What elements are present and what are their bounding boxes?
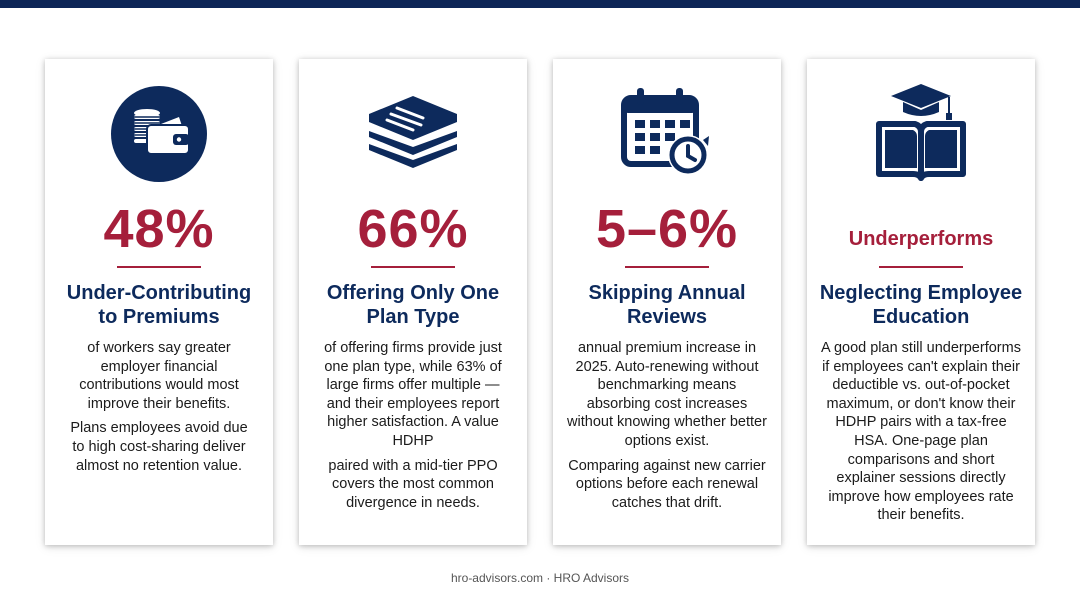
coins-wallet-icon bbox=[111, 86, 207, 182]
stat-value: Underperforms bbox=[848, 228, 994, 250]
divider bbox=[117, 266, 201, 268]
body-paragraph: annual premium increase in 2025. Auto-re… bbox=[567, 340, 767, 449]
card-one-plan-type: 66% Offering Only One Plan Type of offer… bbox=[299, 59, 527, 545]
body-paragraph: Plans employees avoid due to high cost-s… bbox=[70, 420, 248, 474]
divider bbox=[625, 266, 709, 268]
card-body: A good plan still underperforms if emplo… bbox=[817, 339, 1025, 531]
stat-value: 5–6% bbox=[595, 199, 739, 259]
card-title: Offering Only One Plan Type bbox=[326, 282, 500, 328]
body-paragraph: of offering firms provide just one plan … bbox=[324, 340, 502, 449]
stat-value: 48% bbox=[103, 199, 215, 259]
card-employee-education: Underperforms Neglecting Employee Educat… bbox=[807, 59, 1035, 545]
footer-source: hro-advisors.com · HRO Advisors bbox=[450, 571, 630, 585]
card-title: Under-Contributing to Premiums bbox=[66, 282, 252, 328]
body-paragraph: A good plan still underperforms if emplo… bbox=[821, 340, 1021, 524]
card-under-contributing: 48% Under-Contributing to Premiums of wo… bbox=[45, 59, 273, 545]
divider bbox=[371, 266, 455, 268]
calendar-clock-icon bbox=[621, 88, 709, 175]
icon-container bbox=[299, 84, 527, 184]
card-annual-reviews: 5–6% Skipping Annual Reviews annual prem… bbox=[553, 59, 781, 545]
card-title: Neglecting Employee Education bbox=[819, 282, 1023, 328]
icon-container bbox=[553, 84, 781, 184]
graduation-book-icon bbox=[876, 84, 966, 181]
card-body: of offering firms provide just one plan … bbox=[315, 339, 511, 518]
stat-value: 66% bbox=[357, 199, 469, 259]
card-body: of workers say greater employer financia… bbox=[65, 339, 253, 481]
body-paragraph: paired with a mid-tier PPO covers the mo… bbox=[328, 457, 498, 511]
card-body: annual premium increase in 2025. Auto-re… bbox=[565, 339, 769, 518]
body-paragraph: of workers say greater employer financia… bbox=[79, 340, 239, 412]
body-paragraph: Comparing against new carrier options be… bbox=[568, 457, 766, 511]
icon-container bbox=[807, 84, 1035, 184]
card-title: Skipping Annual Reviews bbox=[588, 282, 746, 328]
top-accent-bar bbox=[0, 0, 1080, 8]
divider bbox=[879, 266, 963, 268]
icon-container bbox=[45, 84, 273, 184]
stacked-documents-icon bbox=[369, 96, 457, 168]
